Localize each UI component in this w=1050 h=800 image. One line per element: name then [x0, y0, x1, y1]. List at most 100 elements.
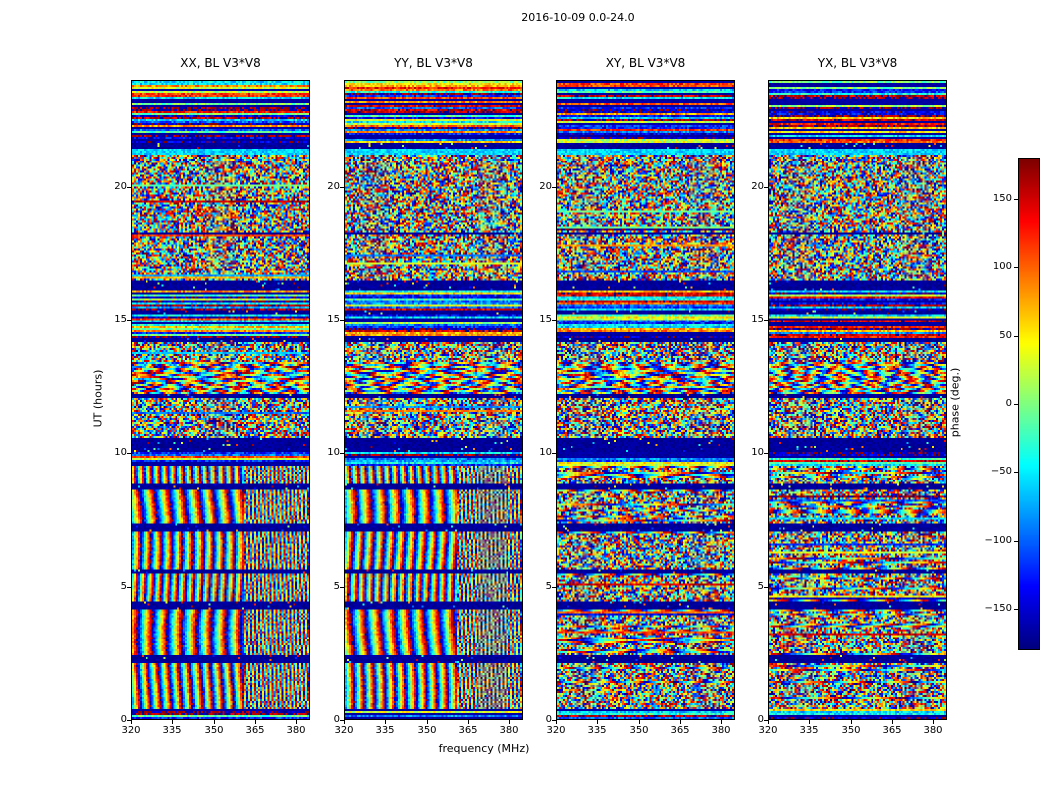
- x-tick-mark: [933, 720, 934, 724]
- x-tick-mark: [468, 720, 469, 724]
- x-tick-label: 380: [711, 725, 731, 736]
- y-tick-label: 20: [327, 181, 340, 192]
- y-tick-mark: [764, 587, 768, 588]
- y-tick-label: 20: [751, 181, 764, 192]
- x-tick-mark: [639, 720, 640, 724]
- x-tick-mark: [255, 720, 256, 724]
- x-tick-mark: [131, 720, 132, 724]
- panel-title-xy: XY, BL V3*V8: [605, 56, 686, 70]
- y-tick-label: 0: [757, 714, 764, 725]
- x-tick-label: 350: [841, 725, 861, 736]
- y-tick-mark: [764, 187, 768, 188]
- x-tick-mark: [892, 720, 893, 724]
- y-tick-mark: [552, 453, 556, 454]
- y-tick-mark: [127, 187, 131, 188]
- heatmap-xx: [131, 80, 310, 720]
- y-axis-label: UT (hours): [91, 369, 105, 428]
- x-tick-mark: [385, 720, 386, 724]
- colorbar-tick-mark: [1014, 404, 1018, 405]
- y-tick-label: 10: [114, 447, 127, 458]
- y-tick-label: 5: [757, 581, 764, 592]
- x-tick-mark: [509, 720, 510, 724]
- x-tick-mark: [296, 720, 297, 724]
- x-tick-mark: [556, 720, 557, 724]
- figure-title: 2016-10-09 0.0-24.0: [521, 11, 635, 24]
- y-tick-label: 10: [327, 447, 340, 458]
- x-tick-label: 380: [499, 725, 519, 736]
- panel-title-xx: XX, BL V3*V8: [180, 56, 261, 70]
- panel-title-yx: YX, BL V3*V8: [817, 56, 898, 70]
- x-tick-mark: [721, 720, 722, 724]
- x-axis-label: frequency (MHz): [438, 742, 530, 755]
- y-tick-label: 10: [751, 447, 764, 458]
- y-tick-mark: [127, 453, 131, 454]
- x-tick-label: 335: [587, 725, 607, 736]
- heatmap-yx: [768, 80, 947, 720]
- x-tick-label: 365: [882, 725, 902, 736]
- x-tick-label: 335: [162, 725, 182, 736]
- y-tick-label: 5: [120, 581, 127, 592]
- y-tick-label: 15: [327, 314, 340, 325]
- x-tick-label: 365: [670, 725, 690, 736]
- x-tick-label: 365: [458, 725, 478, 736]
- y-tick-mark: [340, 187, 344, 188]
- colorbar-tick-mark: [1014, 267, 1018, 268]
- y-tick-label: 0: [120, 714, 127, 725]
- y-tick-mark: [340, 320, 344, 321]
- colorbar-tick-label: 50: [999, 330, 1012, 341]
- y-tick-mark: [552, 720, 556, 721]
- x-tick-mark: [214, 720, 215, 724]
- y-tick-label: 20: [114, 181, 127, 192]
- y-tick-mark: [127, 320, 131, 321]
- y-tick-mark: [764, 453, 768, 454]
- x-tick-label: 380: [923, 725, 943, 736]
- colorbar-tick-mark: [1014, 199, 1018, 200]
- colorbar-tick-mark: [1014, 472, 1018, 473]
- x-tick-mark: [597, 720, 598, 724]
- y-tick-label: 15: [114, 314, 127, 325]
- y-tick-mark: [127, 587, 131, 588]
- y-tick-label: 5: [545, 581, 552, 592]
- y-tick-mark: [340, 453, 344, 454]
- x-tick-mark: [172, 720, 173, 724]
- colorbar-gradient: [1018, 158, 1040, 650]
- colorbar-tick-label: 100: [992, 261, 1012, 272]
- colorbar-tick-label: −100: [984, 535, 1012, 546]
- y-tick-label: 0: [545, 714, 552, 725]
- colorbar-tick-label: 150: [992, 193, 1012, 204]
- heatmap-yy: [344, 80, 523, 720]
- y-tick-label: 15: [751, 314, 764, 325]
- colorbar-tick-mark: [1014, 541, 1018, 542]
- colorbar-tick-mark: [1014, 336, 1018, 337]
- y-tick-mark: [127, 720, 131, 721]
- x-tick-label: 320: [758, 725, 778, 736]
- x-tick-label: 350: [417, 725, 437, 736]
- x-tick-label: 320: [546, 725, 566, 736]
- y-tick-label: 10: [539, 447, 552, 458]
- x-tick-mark: [344, 720, 345, 724]
- x-tick-label: 350: [629, 725, 649, 736]
- x-tick-label: 320: [334, 725, 354, 736]
- x-tick-mark: [851, 720, 852, 724]
- colorbar-tick-mark: [1014, 609, 1018, 610]
- y-tick-mark: [764, 720, 768, 721]
- y-tick-mark: [552, 587, 556, 588]
- heatmap-xy: [556, 80, 735, 720]
- x-tick-label: 335: [375, 725, 395, 736]
- y-tick-label: 5: [333, 581, 340, 592]
- y-tick-mark: [340, 587, 344, 588]
- colorbar-label: phase (deg.): [948, 367, 962, 438]
- x-tick-label: 380: [286, 725, 306, 736]
- x-tick-mark: [680, 720, 681, 724]
- x-tick-mark: [809, 720, 810, 724]
- x-tick-label: 350: [204, 725, 224, 736]
- x-tick-label: 365: [245, 725, 265, 736]
- x-tick-mark: [768, 720, 769, 724]
- x-tick-label: 335: [799, 725, 819, 736]
- colorbar-tick-label: −50: [990, 466, 1012, 477]
- y-tick-label: 0: [333, 714, 340, 725]
- y-tick-mark: [764, 320, 768, 321]
- colorbar-tick-label: −150: [984, 603, 1012, 614]
- panel-title-yy: YY, BL V3*V8: [394, 56, 473, 70]
